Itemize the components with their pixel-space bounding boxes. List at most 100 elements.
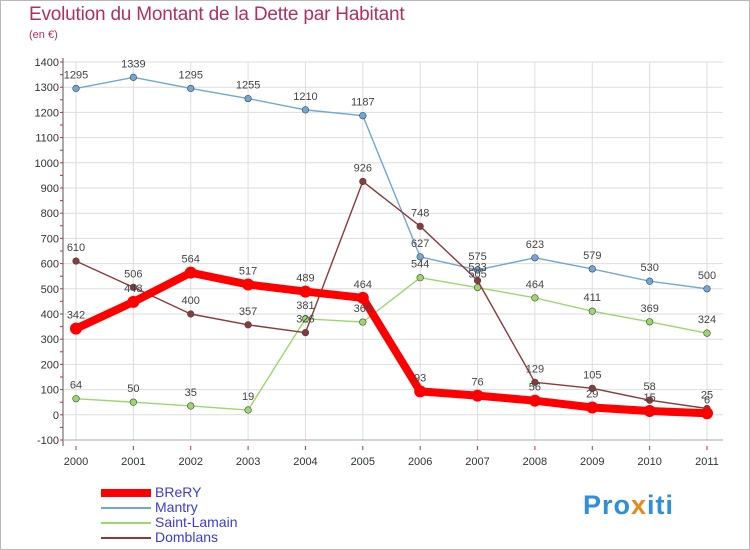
data-label: 56: [529, 382, 541, 394]
x-tick-label: 2005: [351, 456, 375, 468]
x-tick-label: 2003: [236, 456, 260, 468]
data-point: [703, 329, 711, 337]
data-label: 579: [583, 250, 601, 262]
x-tick-label: 2007: [465, 456, 489, 468]
series-line: [75, 277, 708, 411]
data-label: 324: [698, 314, 716, 326]
data-label: 464: [354, 279, 372, 291]
data-label: 464: [526, 279, 544, 291]
legend-item: Domblans: [101, 530, 361, 545]
data-point: [129, 283, 137, 291]
data-label: 58: [644, 381, 656, 393]
legend-item: Saint-Lamain: [101, 515, 361, 530]
legend-swatch: [101, 489, 151, 497]
data-point: [359, 318, 367, 326]
data-label: 500: [698, 270, 716, 282]
data-point: [301, 106, 310, 114]
data-point: [473, 276, 482, 285]
data-point: [416, 253, 424, 261]
data-point: [646, 396, 654, 404]
data-point: [301, 329, 310, 337]
data-label: 342: [67, 310, 85, 322]
x-tick-label: 2001: [121, 456, 145, 468]
y-tick-label: 200: [41, 359, 59, 371]
data-point: [531, 254, 539, 262]
data-label: 29: [586, 388, 598, 400]
data-point: [299, 285, 312, 298]
y-tick-label: 300: [41, 334, 59, 346]
y-tick-label: 1000: [35, 158, 59, 170]
data-label: 627: [411, 238, 429, 250]
data-label: 623: [526, 239, 544, 251]
y-tick-label: 0: [53, 410, 59, 422]
data-point: [187, 84, 195, 93]
data-label: 6: [704, 394, 710, 406]
legend-label: Saint-Lamain: [155, 514, 238, 530]
chart-subtitle: (en €): [29, 29, 58, 41]
x-tick-label: 2000: [64, 456, 88, 468]
data-label: 381: [296, 300, 314, 312]
data-label: 50: [127, 383, 139, 395]
data-point: [414, 385, 427, 398]
data-label: 1210: [293, 91, 317, 103]
data-point: [72, 257, 80, 265]
y-tick-label: 400: [41, 309, 59, 321]
chart-title: Evolution du Montant de la Dette par Hab…: [29, 4, 405, 25]
y-tick-label: 500: [41, 284, 59, 296]
data-label: 93: [414, 372, 426, 384]
data-point: [359, 177, 367, 186]
brand-logo: Proxiti: [583, 490, 675, 520]
data-label: 326: [296, 314, 314, 326]
data-point: [646, 318, 654, 326]
series-line: [75, 76, 708, 290]
data-label: 1255: [236, 80, 260, 92]
data-label: 129: [526, 363, 544, 375]
data-label: 517: [239, 266, 257, 278]
legend-swatch: [101, 522, 151, 524]
data-point: [588, 265, 596, 273]
data-point: [531, 378, 539, 386]
data-point: [356, 291, 369, 304]
data-point: [184, 266, 197, 279]
legend-label: BReRY: [155, 484, 202, 500]
data-label: 610: [67, 242, 85, 254]
data-label: 19: [242, 391, 254, 403]
data-label: 448: [124, 283, 142, 295]
x-tick-label: 2006: [408, 456, 432, 468]
data-label: 357: [239, 306, 257, 318]
data-point: [643, 405, 656, 418]
plot-area: [63, 62, 723, 440]
series-line: [72, 268, 711, 418]
data-label: 530: [640, 262, 658, 274]
y-tick-label: 700: [41, 233, 59, 245]
data-label: 25: [701, 390, 713, 402]
y-tick-label: 1100: [35, 133, 59, 145]
legend-item: BReRY: [101, 485, 361, 500]
legend-swatch: [101, 507, 151, 509]
data-point: [187, 402, 195, 410]
data-label: 15: [644, 392, 656, 404]
data-label: 400: [182, 295, 200, 307]
data-label: 926: [354, 162, 372, 174]
legend-label: Mantry: [155, 499, 198, 515]
data-label: 533: [468, 261, 486, 273]
data-point: [244, 406, 252, 414]
data-point: [473, 266, 482, 274]
data-point: [701, 407, 713, 420]
x-tick-label: 2011: [695, 456, 719, 468]
data-point: [72, 84, 80, 93]
data-point: [588, 307, 596, 315]
data-point: [244, 321, 252, 329]
data-label: 748: [411, 207, 429, 219]
data-point: [416, 274, 424, 282]
y-tick-label: 1200: [35, 107, 59, 119]
data-point: [187, 310, 195, 318]
data-point: [416, 222, 424, 230]
data-label: 1339: [121, 58, 145, 70]
data-point: [359, 112, 367, 120]
legend-swatch: [101, 537, 151, 539]
legend-label: Domblans: [155, 529, 219, 545]
data-point: [301, 315, 310, 323]
data-label: 575: [468, 251, 486, 263]
